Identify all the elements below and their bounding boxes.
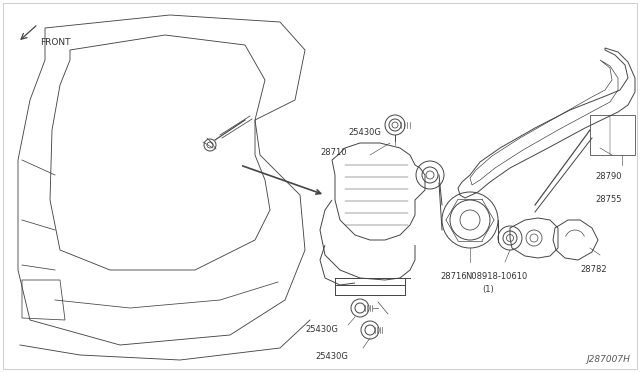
Text: 25430G: 25430G <box>305 325 338 334</box>
Text: N08918-10610: N08918-10610 <box>465 272 527 281</box>
Text: 25430G: 25430G <box>315 352 348 361</box>
Text: 28782: 28782 <box>580 265 607 274</box>
Text: 28755: 28755 <box>595 195 621 204</box>
Text: 28710: 28710 <box>320 148 346 157</box>
Text: 28790: 28790 <box>595 172 621 181</box>
Text: (1): (1) <box>482 285 493 294</box>
Text: J287007H: J287007H <box>586 355 630 364</box>
Text: FRONT: FRONT <box>40 38 70 46</box>
Text: 25430G: 25430G <box>348 128 381 137</box>
Text: 28716: 28716 <box>440 272 467 281</box>
